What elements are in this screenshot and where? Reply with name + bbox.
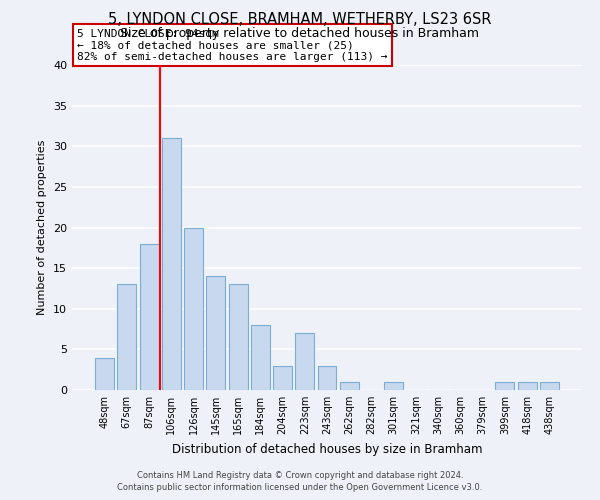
Text: Size of property relative to detached houses in Bramham: Size of property relative to detached ho…: [121, 28, 479, 40]
Bar: [540, 382, 559, 390]
Bar: [273, 366, 292, 390]
Bar: [251, 325, 270, 390]
Bar: [340, 382, 359, 390]
Bar: [118, 284, 136, 390]
Bar: [184, 228, 203, 390]
Bar: [317, 366, 337, 390]
Y-axis label: Number of detached properties: Number of detached properties: [37, 140, 47, 315]
X-axis label: Distribution of detached houses by size in Bramham: Distribution of detached houses by size …: [172, 442, 482, 456]
Bar: [229, 284, 248, 390]
Text: 5 LYNDON CLOSE: 94sqm
← 18% of detached houses are smaller (25)
82% of semi-deta: 5 LYNDON CLOSE: 94sqm ← 18% of detached …: [77, 28, 388, 62]
Bar: [384, 382, 403, 390]
Bar: [206, 276, 225, 390]
Bar: [140, 244, 158, 390]
Text: 5, LYNDON CLOSE, BRAMHAM, WETHERBY, LS23 6SR: 5, LYNDON CLOSE, BRAMHAM, WETHERBY, LS23…: [108, 12, 492, 28]
Bar: [295, 333, 314, 390]
Bar: [518, 382, 536, 390]
Text: Contains HM Land Registry data © Crown copyright and database right 2024.
Contai: Contains HM Land Registry data © Crown c…: [118, 471, 482, 492]
Bar: [162, 138, 181, 390]
Bar: [95, 358, 114, 390]
Bar: [496, 382, 514, 390]
